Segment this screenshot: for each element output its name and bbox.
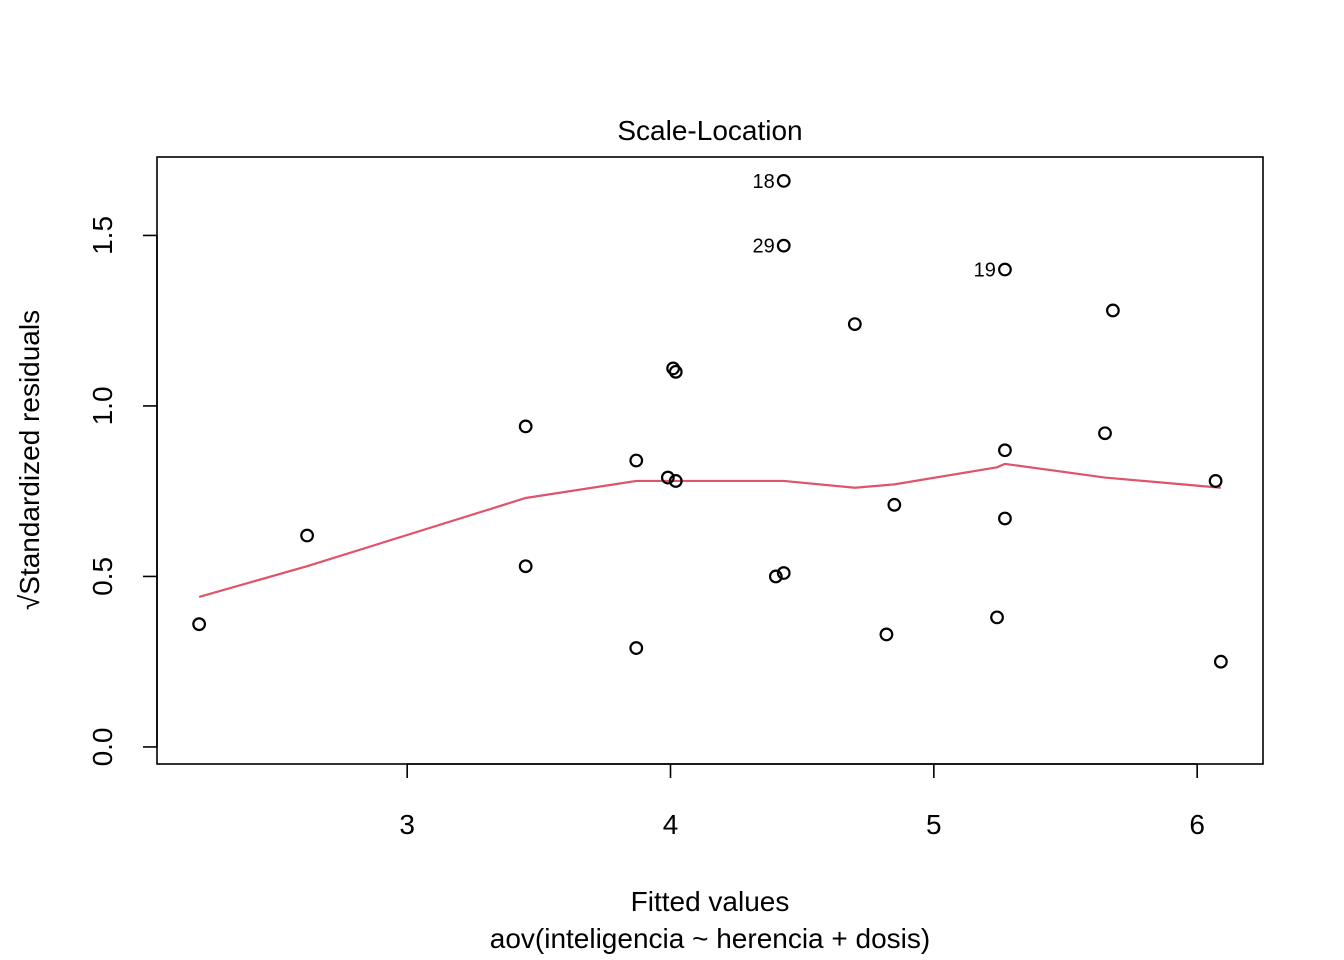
point-label: 29 bbox=[752, 236, 774, 258]
data-point bbox=[998, 443, 1012, 458]
data-point bbox=[998, 262, 1012, 277]
smoother-line bbox=[198, 462, 1221, 598]
data-point bbox=[660, 470, 675, 485]
y-axis-label-group: √Standardized residuals bbox=[14, 310, 45, 610]
svg-text:√Standardized residuals: √Standardized residuals bbox=[14, 310, 45, 610]
y-tick-label: 1.5 bbox=[87, 216, 118, 255]
data-point bbox=[1098, 426, 1112, 441]
data-point bbox=[776, 238, 791, 253]
x-axis: 3 4 5 6 bbox=[399, 763, 1205, 840]
data-point bbox=[629, 453, 644, 468]
data-point bbox=[998, 511, 1012, 526]
data-point bbox=[192, 617, 207, 632]
chart-title: Scale-Location bbox=[617, 115, 802, 146]
data-point bbox=[776, 173, 791, 188]
y-tick-label: 0.5 bbox=[87, 557, 118, 596]
x-tick-label: 5 bbox=[926, 809, 942, 840]
x-axis-sublabel: aov(inteligencia ~ herencia + dosis) bbox=[490, 923, 930, 954]
point-label: 19 bbox=[974, 260, 996, 282]
sqrt-symbol: √ bbox=[14, 594, 45, 610]
x-tick-label: 6 bbox=[1189, 809, 1205, 840]
point-label: 18 bbox=[752, 171, 774, 193]
data-point bbox=[1105, 303, 1120, 318]
data-point bbox=[1213, 654, 1228, 669]
data-point bbox=[776, 566, 791, 580]
y-tick-label: 0.0 bbox=[87, 727, 118, 766]
data-point bbox=[518, 419, 533, 434]
data-point bbox=[629, 641, 644, 655]
data-point bbox=[768, 569, 783, 584]
y-tick-label: 1.0 bbox=[87, 386, 118, 425]
data-point bbox=[887, 497, 902, 512]
data-point bbox=[879, 627, 894, 642]
x-tick-label: 3 bbox=[399, 809, 415, 840]
x-axis-label: Fitted values bbox=[631, 886, 790, 917]
x-tick-label: 4 bbox=[663, 809, 679, 840]
plot-frame bbox=[156, 156, 1264, 765]
data-point bbox=[668, 474, 683, 488]
y-axis: 0.0 0.5 1.0 1.5 bbox=[87, 216, 158, 766]
data-point bbox=[847, 317, 862, 331]
y-axis-label: Standardized residuals bbox=[14, 310, 45, 595]
data-point bbox=[990, 610, 1004, 625]
data-point bbox=[668, 364, 683, 379]
data-point bbox=[1208, 474, 1223, 488]
data-point bbox=[518, 559, 533, 574]
data-point bbox=[666, 361, 681, 376]
data-points: 18 29 19 bbox=[192, 171, 1228, 669]
data-point bbox=[300, 528, 315, 543]
